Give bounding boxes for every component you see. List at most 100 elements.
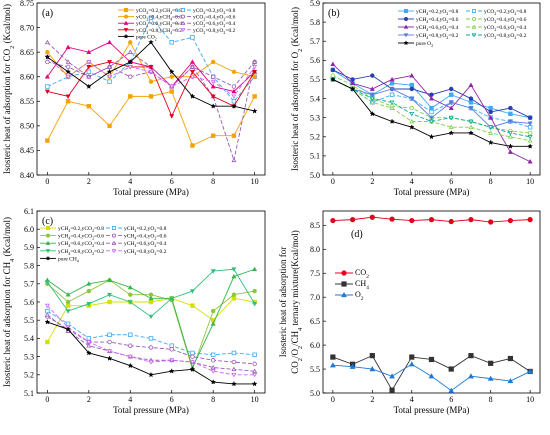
data-point <box>210 358 216 363</box>
data-point <box>44 39 50 45</box>
legend-marker <box>123 28 129 33</box>
legend-marker <box>403 40 409 46</box>
data-point <box>189 64 195 69</box>
data-point <box>252 372 258 378</box>
data-point <box>409 82 414 88</box>
legend-marker <box>403 33 409 38</box>
y-tick-label: 8.60 <box>20 73 34 82</box>
data-point <box>231 88 237 94</box>
data-point <box>107 74 113 80</box>
legend-marker <box>180 14 185 19</box>
data-point <box>251 380 258 387</box>
y-tick-label: 5.8 <box>310 18 320 27</box>
data-point <box>210 133 216 138</box>
data-point <box>507 217 514 224</box>
data-point <box>468 373 474 379</box>
data-point <box>148 94 154 99</box>
legend-entry: yCO2=0.4,yO2=0.6 <box>484 17 527 24</box>
data-point <box>448 366 454 372</box>
data-point <box>231 157 237 163</box>
data-point <box>468 129 474 136</box>
legend-entry: yCO2=0.2,yCH4=0.8 <box>136 8 182 15</box>
data-point <box>65 74 71 80</box>
data-point <box>169 114 175 119</box>
y-tick-label: 5.4 <box>310 94 320 103</box>
panel-label: (c) <box>42 216 53 227</box>
y-tick-label: 7.5 <box>310 269 320 278</box>
legend-marker <box>45 249 51 254</box>
legend: yCH4=0.2,yO2=0.8 yCO2=0.2,yO2=0.8 yCH4=0.4… <box>398 8 527 48</box>
data-point <box>85 83 92 90</box>
data-point <box>389 87 395 92</box>
data-point <box>448 100 454 106</box>
data-point <box>369 110 376 117</box>
legend-entry: yCH4=0.2,yCO2=0.8 <box>58 226 104 233</box>
data-point <box>369 99 375 105</box>
y-tick-label: 5.7 <box>24 280 34 289</box>
y-tick-label: 8.65 <box>20 48 34 57</box>
data-point <box>231 69 237 74</box>
x-tick-label: 6 <box>449 395 453 404</box>
data-point <box>468 106 474 111</box>
data-point <box>508 111 513 117</box>
y-tick-label: 6.5 <box>310 317 320 326</box>
data-point <box>409 118 415 124</box>
data-point <box>429 105 434 111</box>
data-point <box>231 296 237 301</box>
legend: yCO2=0.2,yCH4=0.8 yCO2=0.2,yO2=0.8yCO2=0.… <box>118 7 236 41</box>
data-point <box>127 58 134 65</box>
data-point <box>210 83 216 89</box>
data-point <box>86 49 92 54</box>
legend-marker <box>111 249 117 254</box>
legend-marker <box>403 8 408 13</box>
data-point <box>527 134 533 140</box>
y-axis-label: Isosteric heat of adsorption for CO2 (Kc… <box>2 4 16 174</box>
x-tick-label: 2 <box>370 395 374 404</box>
data-point <box>169 74 174 79</box>
data-point <box>527 130 533 136</box>
data-point <box>210 59 216 65</box>
y-axis-label-line2: CO2/O2/CH4 ternary mixture(Kcal/mol) <box>290 230 304 373</box>
data-point <box>487 139 494 145</box>
x-axis-label: Total pressure (MPa) <box>113 187 189 197</box>
y-axis-label: Isosteric heat of adsorption for <box>278 247 288 357</box>
legend-entry: pure CO2 <box>136 34 157 41</box>
data-point <box>65 44 71 50</box>
data-point <box>65 99 71 104</box>
legend-entry: yCO2=0.6,yCH4=0.4 <box>136 21 182 28</box>
data-point <box>189 69 195 75</box>
x-tick-label: 6 <box>170 177 174 186</box>
legend-marker <box>45 240 51 245</box>
data-point <box>85 349 92 356</box>
data-point <box>45 84 50 89</box>
panel-label: (b) <box>328 8 340 19</box>
y-tick-label: 5.1 <box>310 152 320 161</box>
data-point <box>148 65 154 70</box>
legend-entry: yCO2=0.8,yCH4=0.2 <box>136 28 182 35</box>
data-point <box>448 218 454 225</box>
data-point <box>428 217 435 223</box>
data-point <box>210 364 216 370</box>
data-point <box>389 76 395 82</box>
x-tick-label: 0 <box>45 177 49 186</box>
legend-marker <box>403 16 408 21</box>
data-point <box>210 321 216 326</box>
data-point <box>44 280 50 285</box>
data-point <box>429 119 434 125</box>
data-point <box>252 301 258 307</box>
panel-label: (d) <box>351 229 363 240</box>
data-point <box>231 99 237 104</box>
series-line-1 <box>46 90 256 147</box>
plot-frame <box>322 2 541 176</box>
data-point <box>488 125 494 130</box>
y-tick-label: 5.5 <box>24 316 34 325</box>
data-point <box>65 59 71 64</box>
data-point <box>252 59 258 64</box>
data-point <box>169 89 174 94</box>
data-point <box>44 54 51 60</box>
data-point <box>252 288 257 294</box>
chart-panel-4: 0 2 4 6 8 10 5.0 5.5 6.0 6.5 7.0 7.5 8.0 8.5 Total pre… <box>278 210 541 415</box>
data-point <box>369 353 375 359</box>
data-point <box>349 85 356 92</box>
data-point <box>369 92 375 98</box>
